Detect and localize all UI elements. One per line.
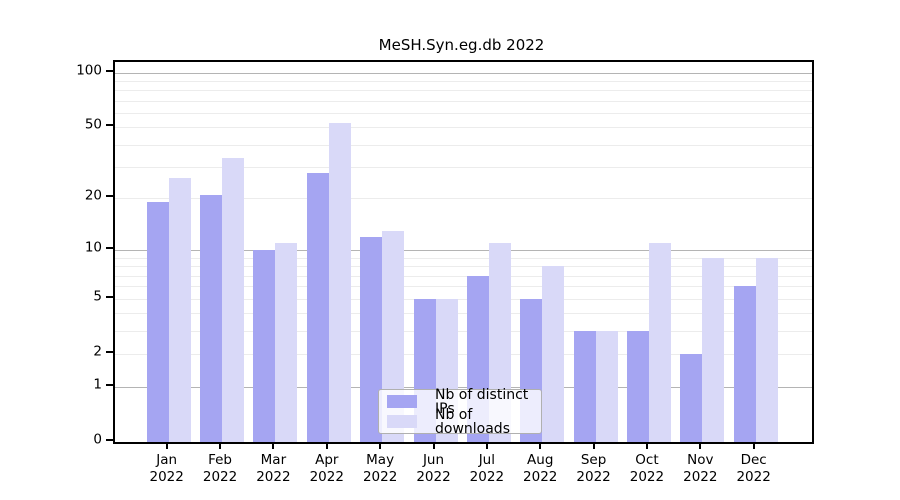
gridline-major: [115, 72, 812, 74]
gridline-minor: [115, 167, 812, 169]
x-tick-label: Aug 2022: [523, 452, 558, 485]
bar-downloads: [702, 257, 725, 442]
gridline-minor: [115, 286, 812, 288]
y-tick-mark: [106, 124, 113, 127]
x-tick-mark: [272, 442, 275, 449]
x-tick-label: Dec 2022: [736, 452, 771, 485]
bar-distinct-ips: [733, 286, 756, 442]
bar-distinct-ips: [200, 194, 223, 442]
bar-distinct-ips: [626, 331, 649, 442]
y-tick-label: 20: [84, 187, 102, 204]
gridline-minor: [115, 275, 812, 277]
x-tick-label: Nov 2022: [683, 452, 718, 485]
x-tick-mark: [219, 442, 222, 449]
bar-distinct-ips: [306, 172, 329, 442]
x-tick-mark: [485, 442, 488, 449]
bar-distinct-ips: [680, 354, 703, 442]
y-tick-label: 10: [84, 239, 102, 256]
bar-downloads: [168, 178, 191, 442]
legend-label-distinct-ips: Nb of distinct IPs: [435, 386, 529, 417]
gridline-minor: [115, 331, 812, 333]
gridline-minor: [115, 354, 812, 356]
x-tick-label: Feb 2022: [202, 452, 238, 485]
y-tick-label: 5: [93, 287, 102, 304]
x-tick-mark: [645, 442, 648, 449]
y-tick-label: 0: [93, 431, 102, 448]
legend-swatch-downloads: [387, 415, 417, 428]
x-tick-label: Jul 2022: [469, 452, 505, 485]
x-tick-mark: [325, 442, 328, 449]
y-tick-mark: [106, 69, 113, 72]
gridline-minor: [115, 90, 812, 92]
bar-distinct-ips: [573, 331, 596, 442]
y-tick-mark: [106, 247, 113, 250]
gridline-minor: [115, 266, 812, 268]
legend-item-distinct-ips: Nb of distinct IPs: [379, 388, 541, 416]
bar-downloads: [542, 266, 565, 442]
x-tick-mark: [752, 442, 755, 449]
legend-item-downloads: Nb of downloads: [379, 408, 541, 436]
y-tick-mark: [106, 439, 113, 441]
y-tick-mark: [106, 195, 113, 198]
gridline-minor: [115, 127, 812, 129]
y-tick-label: 50: [84, 116, 102, 133]
x-tick-label: Mar 2022: [256, 452, 291, 485]
legend-swatch-distinct-ips: [387, 395, 417, 408]
gridline-minor: [115, 257, 812, 259]
gridline-major: [115, 250, 812, 252]
bar-downloads: [648, 243, 671, 442]
gridline-minor: [115, 313, 812, 315]
legend: Nb of distinct IPs Nb of downloads: [378, 388, 542, 436]
x-tick-mark: [432, 442, 435, 449]
legend-label-downloads: Nb of downloads: [435, 406, 510, 437]
gridline-minor: [115, 100, 812, 102]
y-tick-label: 100: [76, 62, 102, 79]
bar-distinct-ips: [146, 202, 169, 442]
x-tick-label: May 2022: [362, 452, 398, 485]
bar-downloads: [275, 243, 298, 442]
gridline-major: [115, 386, 812, 388]
bar-downloads: [755, 257, 778, 442]
bar-downloads: [595, 331, 618, 442]
plot-area: [113, 60, 814, 444]
y-tick-mark: [106, 295, 113, 298]
x-tick-mark: [539, 442, 542, 449]
x-tick-mark: [379, 442, 382, 449]
gridline-minor: [115, 144, 812, 146]
x-tick-label: Jun 2022: [416, 452, 451, 485]
x-tick-mark: [699, 442, 702, 449]
bar-downloads: [222, 157, 245, 442]
x-tick-label: Sep 2022: [576, 452, 611, 485]
x-tick-label: Jan 2022: [149, 452, 184, 485]
gridline-minor: [115, 298, 812, 300]
y-tick-mark: [106, 383, 113, 386]
x-tick-mark: [165, 442, 168, 449]
x-tick-label: Apr 2022: [309, 452, 344, 485]
y-tick-label: 1: [93, 375, 102, 392]
y-tick-label: 2: [93, 343, 102, 360]
gridline-minor: [115, 198, 812, 200]
gridline-minor: [115, 81, 812, 83]
chart-title: MeSH.Syn.eg.db 2022: [378, 36, 545, 54]
gridline-minor: [115, 113, 812, 115]
bar-distinct-ips: [253, 250, 276, 442]
x-tick-label: Oct 2022: [629, 452, 665, 485]
bar-distinct-ips: [360, 236, 383, 442]
x-tick-mark: [592, 442, 595, 449]
y-tick-mark: [106, 351, 113, 354]
bar-downloads: [328, 122, 351, 442]
